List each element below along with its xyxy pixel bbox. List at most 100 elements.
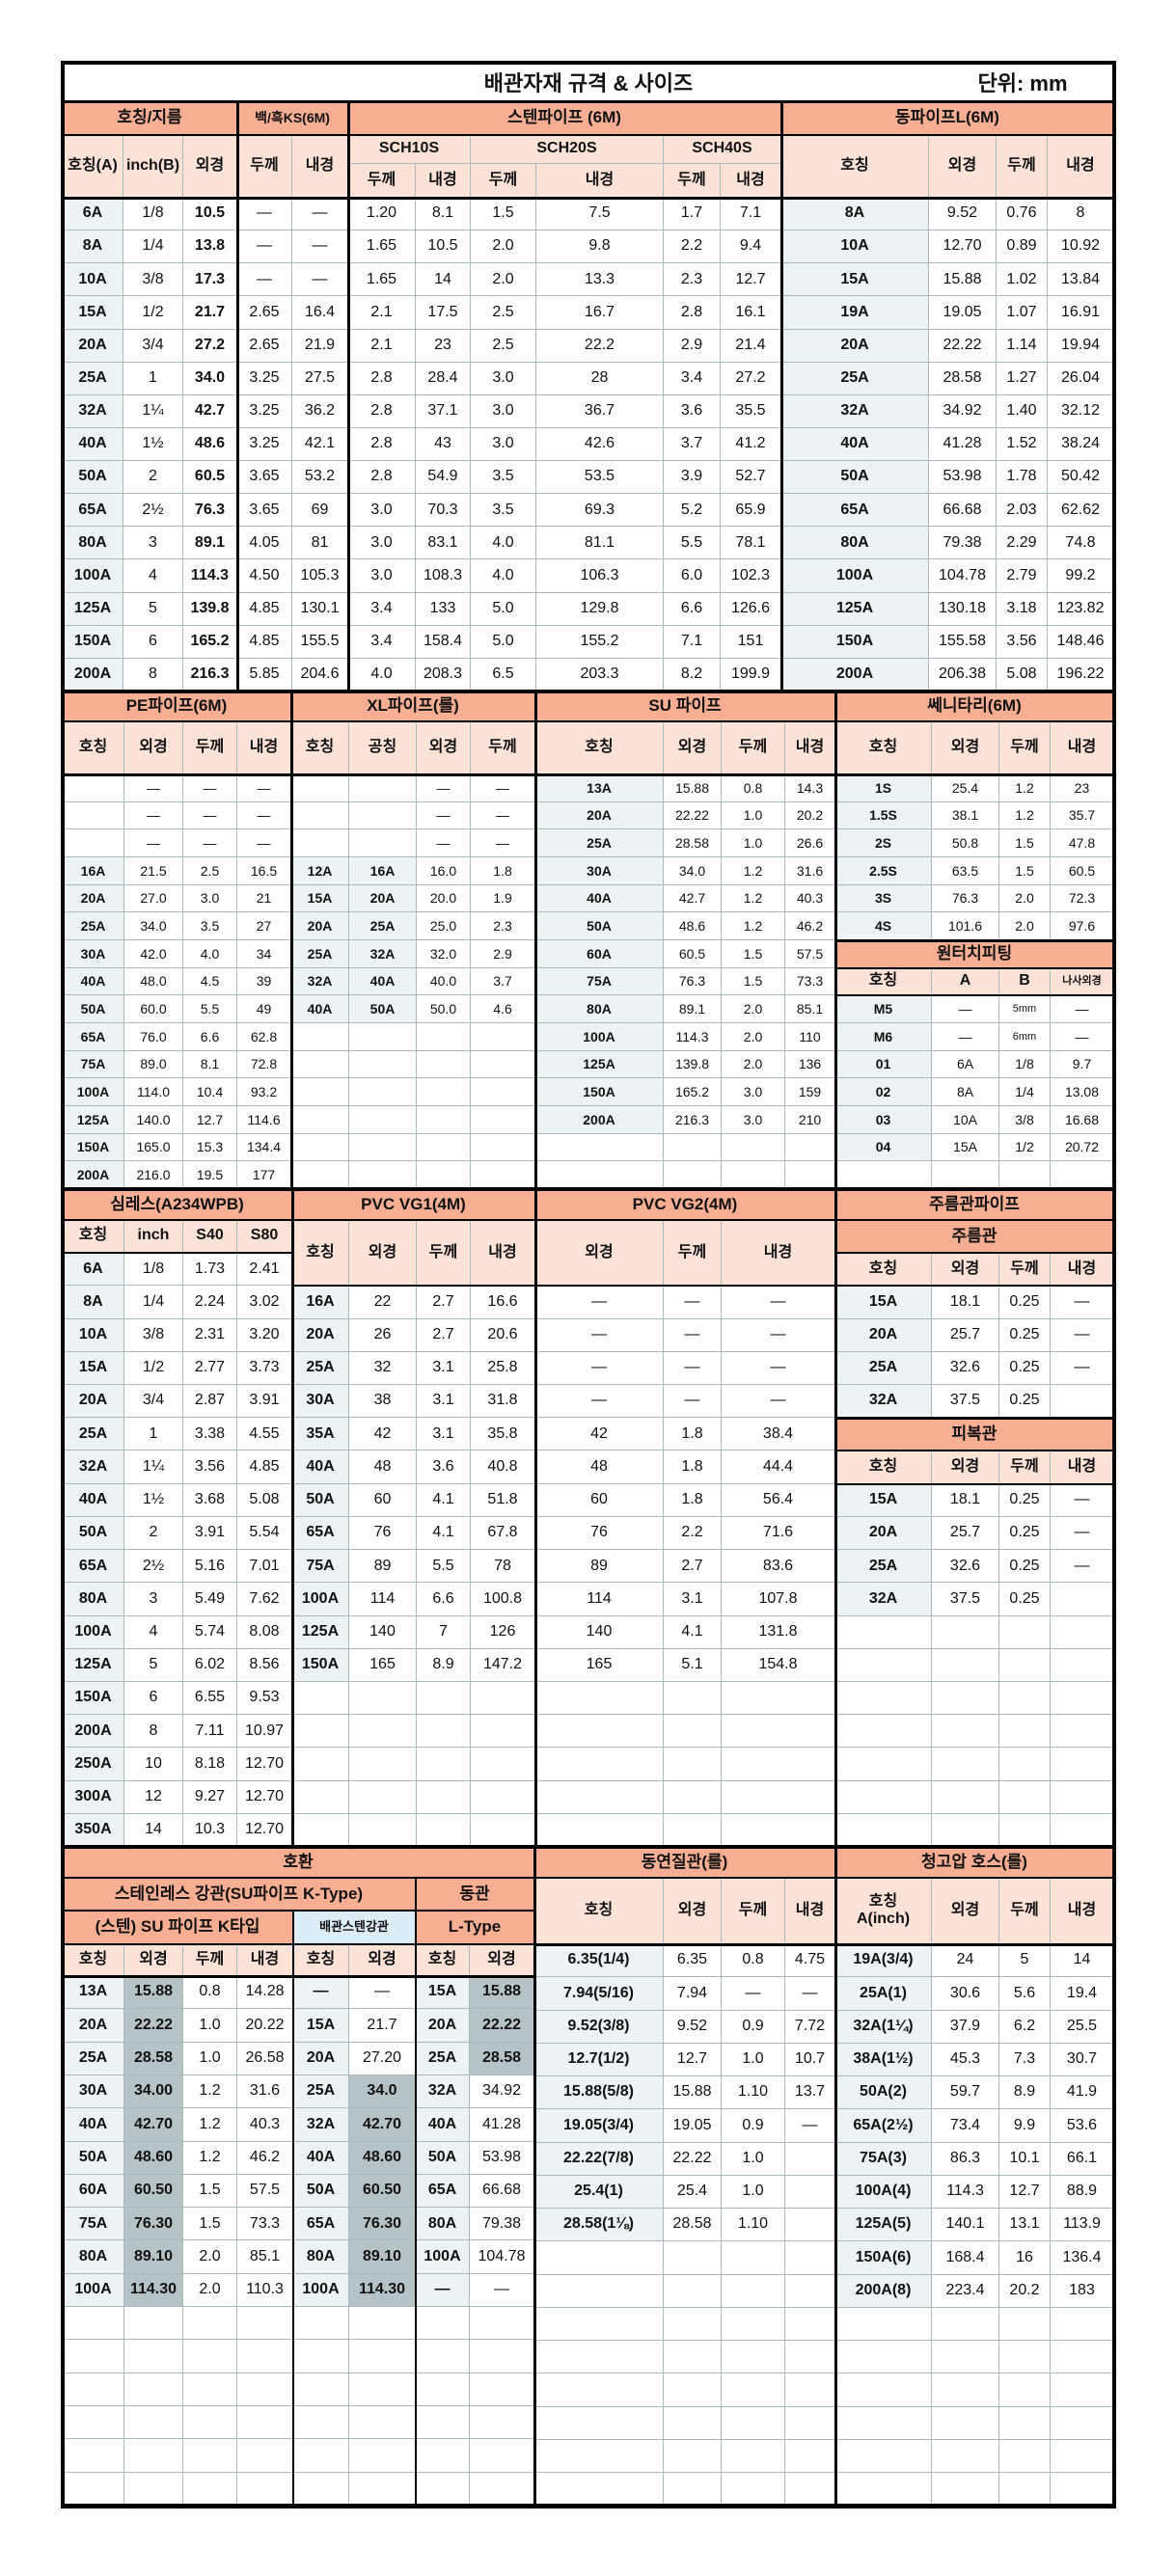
table-cell: 30.6 — [932, 1977, 999, 2011]
table-cell: — — [237, 774, 291, 802]
table-cell: 8.08 — [237, 1615, 292, 1649]
table-cell: 4.0 — [471, 527, 536, 560]
table-cell — [293, 2406, 349, 2440]
column-header: 외경 — [932, 1451, 999, 1484]
column-header: 공칭 — [349, 721, 417, 774]
table-cell: 1/8 — [999, 1050, 1051, 1079]
table-cell: 1.02 — [997, 263, 1048, 297]
table-cell — [664, 2439, 722, 2473]
section-header: 배관스텐강관 — [293, 1911, 416, 1944]
table-cell — [416, 2373, 470, 2407]
table-cell: 177 — [237, 1161, 291, 1190]
table-cell: 10A — [932, 1106, 999, 1134]
table-cell: 89.10 — [124, 2240, 183, 2274]
table-cell: 0.9 — [722, 2010, 785, 2044]
table-cell: 62.8 — [237, 1023, 291, 1051]
column-header: 호칭 — [835, 967, 932, 996]
table-cell: 131.8 — [722, 1615, 835, 1649]
table-cell: 10.92 — [1048, 230, 1114, 264]
row-name-cell: 20A — [291, 912, 349, 940]
table-cell — [1051, 1648, 1114, 1682]
table-cell — [999, 2473, 1051, 2507]
row-name-cell: 8A — [781, 198, 929, 231]
table-cell: 78 — [471, 1550, 535, 1584]
table-cell: 1.2 — [999, 774, 1051, 802]
row-name-cell: 13A — [535, 774, 664, 802]
table-cell: 70.3 — [416, 494, 471, 528]
table-cell — [664, 2274, 722, 2308]
table-cell: 28.58 — [470, 2042, 534, 2075]
divider — [835, 939, 1114, 942]
table-cell: 1.8 — [471, 857, 535, 885]
table-cell: 1.2 — [722, 912, 785, 940]
table-cell — [722, 1748, 835, 1781]
table-cell — [722, 1780, 835, 1814]
row-name-cell — [835, 2373, 932, 2407]
table-cell: 165.2 — [183, 625, 237, 659]
table-cell: 114 — [349, 1583, 417, 1616]
row-name-cell — [835, 1615, 932, 1649]
table-cell: 3.02 — [237, 1286, 292, 1319]
table-cell: 10.1 — [999, 2142, 1051, 2176]
table-cell: 1.5 — [999, 829, 1051, 857]
table-cell — [349, 1780, 417, 1814]
table-cell — [999, 1161, 1051, 1190]
table-cell — [349, 2307, 416, 2341]
table-cell: 158.4 — [416, 625, 471, 659]
table-cell: 6.55 — [183, 1681, 237, 1716]
table-cell — [1051, 1715, 1114, 1749]
table-cell: 66.68 — [470, 2174, 534, 2209]
table-cell: — — [417, 774, 471, 802]
table-cell — [471, 1133, 535, 1162]
table-cell — [470, 2439, 534, 2473]
table-cell: 1.07 — [997, 296, 1048, 330]
column-header: 두께 — [237, 135, 292, 198]
table-cell: 3.9 — [664, 461, 721, 495]
row-name-cell — [835, 2406, 932, 2440]
table-cell: 114.30 — [349, 2273, 416, 2308]
row-name-cell — [835, 1715, 932, 1749]
row-name-cell: 65A(2½) — [835, 2109, 932, 2143]
table-cell — [417, 1813, 471, 1847]
table-cell: 1.73 — [183, 1253, 237, 1287]
table-cell: 4.1 — [664, 1615, 722, 1649]
table-cell: 25A — [293, 2074, 349, 2109]
table-cell — [349, 2472, 416, 2506]
table-cell — [722, 2241, 785, 2275]
table-cell: 78.1 — [721, 527, 781, 560]
table-cell — [785, 2142, 835, 2176]
table-cell: 2.7 — [417, 1318, 471, 1352]
table-cell: 6.6 — [417, 1583, 471, 1616]
row-name-cell: 50A — [63, 461, 123, 495]
row-name-cell: 200A — [781, 658, 929, 691]
row-name-cell: 13A — [63, 1976, 124, 2010]
table-cell: 1.2 — [183, 2141, 237, 2175]
row-name-cell — [534, 2274, 664, 2308]
table-cell — [417, 1780, 471, 1814]
table-cell — [349, 1133, 417, 1162]
row-name-cell: 25A — [63, 1418, 124, 1451]
table-cell: 65A — [416, 2174, 470, 2209]
table-cell — [183, 2340, 237, 2373]
column-header: 두께 — [664, 164, 721, 198]
table-cell — [932, 1813, 999, 1847]
table-cell: 38.4 — [722, 1418, 835, 1451]
table-cell: 53.2 — [292, 461, 348, 495]
table-cell — [999, 1648, 1051, 1682]
table-cell: 22.22 — [664, 801, 722, 830]
table-cell: 4.0 — [183, 940, 237, 968]
table-cell: 42 — [349, 1418, 417, 1451]
row-name-cell: 150A — [535, 1078, 664, 1107]
table-cell: 168.4 — [932, 2241, 999, 2275]
table-cell: 13.84 — [1048, 263, 1114, 297]
table-cell — [470, 2307, 534, 2341]
table-cell: — — [722, 1977, 785, 2011]
table-cell: 216.3 — [183, 658, 237, 691]
column-header: 두께 — [722, 721, 785, 774]
row-name-cell: 15A — [63, 1351, 124, 1386]
table-cell: 14 — [416, 263, 471, 297]
table-cell: 76.3 — [932, 884, 999, 913]
table-cell: 14 — [1051, 1944, 1114, 1978]
table-cell: 47.8 — [1051, 829, 1114, 857]
table-cell: 0.8 — [722, 774, 785, 802]
